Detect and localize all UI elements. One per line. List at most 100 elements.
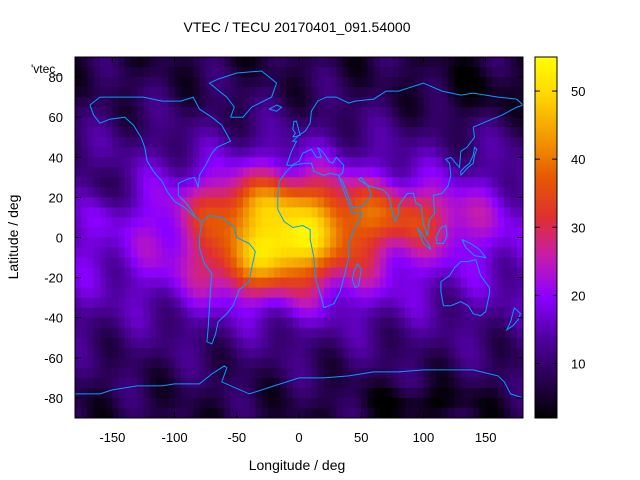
heatmap-cell — [155, 127, 163, 138]
heatmap-cell — [230, 347, 238, 359]
heatmap-cell — [286, 147, 294, 158]
heatmap-cell — [187, 127, 194, 138]
heatmap-cell — [305, 137, 313, 148]
heatmap-cell — [373, 117, 381, 128]
heatmap-cell — [504, 207, 512, 219]
heatmap-cell — [467, 387, 474, 399]
heatmap-cell — [199, 157, 207, 168]
heatmap-cell — [118, 207, 126, 219]
heatmap-cell — [87, 77, 95, 88]
heatmap-cell — [330, 267, 337, 279]
heatmap-cell — [131, 277, 138, 289]
heatmap-cell — [467, 117, 474, 128]
heatmap-cell — [361, 377, 369, 389]
coastline — [460, 146, 478, 176]
heatmap-cell — [99, 137, 107, 148]
heatmap-cell — [485, 137, 493, 148]
heatmap-cell — [286, 227, 294, 239]
heatmap-cell — [149, 297, 157, 309]
heatmap-cell — [255, 297, 263, 309]
y-axis-label: Latitude / deg — [5, 195, 21, 280]
heatmap-cell — [137, 217, 145, 229]
heatmap-cell — [367, 297, 375, 309]
heatmap-cell — [336, 67, 344, 78]
heatmap-cell — [174, 327, 182, 339]
heatmap-cell — [379, 217, 387, 229]
heatmap-cell — [162, 367, 169, 379]
heatmap-cell — [379, 377, 387, 389]
heatmap-cell — [317, 267, 325, 279]
heatmap-cell — [454, 127, 462, 138]
heatmap-cell — [336, 187, 344, 198]
heatmap-cell — [485, 307, 493, 319]
heatmap-cell — [180, 197, 188, 209]
heatmap-cell — [137, 387, 145, 399]
heatmap-cell — [367, 407, 375, 418]
heatmap-cell — [342, 57, 350, 68]
heatmap-cell — [299, 247, 306, 259]
heatmap-cell — [336, 377, 344, 389]
heatmap-cell — [174, 247, 182, 259]
heatmap-cell — [411, 217, 418, 229]
heatmap-cell — [267, 127, 275, 138]
heatmap-cell — [473, 347, 481, 359]
heatmap-cell — [180, 297, 188, 309]
heatmap-cell — [286, 237, 294, 249]
heatmap-cell — [423, 237, 431, 249]
heatmap-cell — [510, 187, 518, 198]
heatmap-cell — [162, 337, 169, 349]
heatmap-cell — [460, 107, 468, 118]
heatmap-cell — [336, 367, 344, 379]
heatmap-cell — [311, 287, 319, 299]
heatmap-cell — [417, 217, 425, 229]
heatmap-cell — [261, 137, 269, 148]
heatmap-cell — [435, 177, 443, 188]
heatmap-cell — [355, 207, 362, 219]
y-tick-label: -80 — [44, 391, 63, 406]
heatmap-cell — [504, 247, 512, 259]
heatmap-cell — [155, 357, 163, 369]
heatmap-cell — [211, 87, 219, 98]
heatmap-cell — [230, 237, 238, 249]
heatmap-cell — [355, 197, 362, 209]
heatmap-cell — [255, 207, 263, 219]
heatmap-cell — [230, 187, 238, 198]
heatmap-cell — [199, 127, 207, 138]
heatmap-cell — [317, 127, 325, 138]
heatmap-cell — [342, 387, 350, 399]
heatmap-cell — [124, 187, 132, 198]
heatmap-cell — [81, 327, 89, 339]
heatmap-cell — [417, 77, 425, 88]
heatmap-cell — [112, 77, 120, 88]
heatmap-cell — [199, 97, 207, 108]
heatmap-cell — [292, 287, 300, 299]
heatmap-cell — [155, 267, 163, 279]
heatmap-cell — [454, 207, 462, 219]
heatmap-cell — [485, 97, 493, 108]
heatmap-cell — [292, 107, 300, 118]
heatmap-cell — [99, 357, 107, 369]
heatmap-cell — [199, 187, 207, 198]
heatmap-cell — [155, 337, 163, 349]
heatmap-cell — [311, 357, 319, 369]
heatmap-cell — [230, 137, 238, 148]
heatmap-cell — [417, 237, 425, 249]
heatmap-cell — [305, 377, 313, 389]
heatmap-cell — [423, 197, 431, 209]
heatmap-cell — [460, 337, 468, 349]
heatmap-cell — [243, 357, 250, 369]
heatmap-cell — [149, 77, 157, 88]
heatmap-cell — [99, 157, 107, 168]
heatmap-cell — [330, 167, 337, 178]
heatmap-cell — [99, 67, 107, 78]
heatmap-cell — [261, 287, 269, 299]
heatmap-cell — [274, 287, 281, 299]
heatmap-cell — [392, 307, 400, 319]
heatmap-cell — [299, 277, 306, 289]
heatmap-cell — [398, 287, 406, 299]
heatmap-cell — [498, 407, 505, 418]
heatmap-cell — [361, 317, 369, 329]
heatmap-cell — [99, 187, 107, 198]
heatmap-cell — [317, 157, 325, 168]
heatmap-cell — [498, 107, 505, 118]
